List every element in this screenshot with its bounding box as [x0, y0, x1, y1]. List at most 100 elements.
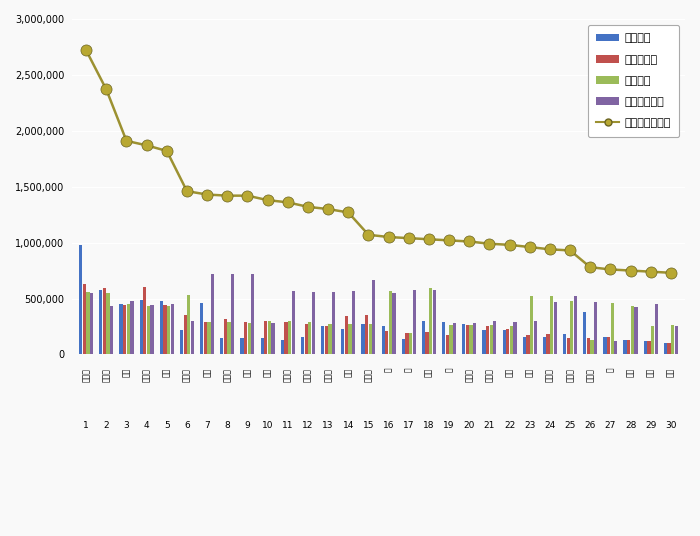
- Text: 박도근: 박도근: [465, 368, 474, 382]
- 브랜드평판지수: [364, 232, 372, 238]
- Bar: [90, 293, 93, 354]
- Text: 29: 29: [645, 421, 657, 430]
- Bar: [83, 284, 86, 354]
- Text: 수리: 수리: [505, 368, 514, 377]
- Bar: [624, 340, 626, 354]
- Bar: [429, 288, 433, 354]
- 브랜드평판지수: [405, 235, 413, 241]
- Text: 30: 30: [665, 421, 677, 430]
- Text: 수요: 수요: [243, 368, 252, 377]
- Text: 아: 아: [405, 368, 413, 373]
- Bar: [312, 292, 315, 354]
- 브랜드평판지수: [445, 237, 454, 243]
- Bar: [365, 315, 368, 354]
- Bar: [494, 321, 496, 354]
- Text: 소유: 소유: [122, 368, 131, 377]
- 브랜드평판지수: [82, 47, 90, 54]
- Bar: [627, 340, 631, 354]
- 브랜드평판지수: [546, 246, 554, 252]
- Bar: [86, 292, 90, 354]
- Bar: [590, 340, 594, 354]
- Text: 김재석: 김재석: [82, 368, 90, 382]
- Text: 이영지: 이영지: [142, 368, 151, 382]
- 브랜드평판지수: [344, 209, 353, 215]
- Text: 20: 20: [463, 421, 475, 430]
- Text: 지인: 지인: [626, 368, 635, 377]
- Bar: [284, 322, 288, 354]
- Text: 1: 1: [83, 421, 89, 430]
- Bar: [228, 322, 231, 354]
- Bar: [288, 321, 291, 354]
- Bar: [607, 337, 610, 354]
- Bar: [426, 332, 428, 354]
- Bar: [120, 304, 122, 354]
- Text: 박나래: 박나래: [545, 368, 554, 382]
- Bar: [240, 338, 244, 354]
- Bar: [510, 326, 513, 354]
- 브랜드평판지수: [566, 247, 574, 254]
- Text: 4: 4: [144, 421, 149, 430]
- Bar: [304, 324, 308, 354]
- Text: 구나이: 구나이: [303, 368, 312, 382]
- Text: 미르: 미르: [263, 368, 272, 377]
- Bar: [486, 326, 489, 354]
- Text: 23: 23: [524, 421, 536, 430]
- Bar: [127, 304, 130, 354]
- Bar: [244, 322, 247, 354]
- Bar: [675, 326, 678, 354]
- Text: 9: 9: [244, 421, 251, 430]
- Bar: [603, 337, 607, 354]
- Bar: [513, 322, 517, 354]
- Bar: [220, 338, 223, 354]
- Bar: [99, 289, 102, 354]
- Bar: [328, 324, 332, 354]
- Text: 5: 5: [164, 421, 169, 430]
- Text: 7: 7: [204, 421, 210, 430]
- Text: 태양: 태양: [344, 368, 353, 377]
- Bar: [389, 291, 392, 354]
- 브랜드평판지수: [142, 142, 150, 148]
- Bar: [385, 331, 389, 354]
- Bar: [453, 323, 456, 354]
- 브랜드평판지수: [223, 192, 232, 199]
- Bar: [526, 336, 529, 354]
- Bar: [644, 341, 647, 354]
- Text: 18: 18: [424, 421, 435, 430]
- Bar: [207, 322, 211, 354]
- 브랜드평판지수: [505, 242, 514, 248]
- Text: 이: 이: [444, 368, 454, 373]
- Bar: [139, 300, 143, 354]
- Bar: [204, 322, 207, 354]
- Bar: [442, 322, 445, 354]
- Bar: [409, 333, 412, 354]
- Bar: [523, 337, 526, 354]
- Bar: [251, 274, 255, 354]
- Bar: [473, 323, 476, 354]
- Bar: [163, 305, 167, 354]
- Bar: [664, 343, 667, 354]
- Bar: [648, 341, 650, 354]
- Bar: [372, 279, 375, 354]
- Text: 이나은: 이나은: [323, 368, 332, 382]
- Text: 이: 이: [606, 368, 615, 373]
- Bar: [550, 296, 553, 354]
- Bar: [470, 325, 473, 354]
- Bar: [610, 303, 614, 354]
- Bar: [566, 338, 570, 354]
- Bar: [106, 293, 110, 354]
- Bar: [352, 291, 356, 354]
- Text: 16: 16: [383, 421, 394, 430]
- Bar: [248, 323, 251, 354]
- Bar: [462, 324, 466, 354]
- Text: 27: 27: [605, 421, 616, 430]
- Bar: [594, 302, 597, 354]
- Text: 15: 15: [363, 421, 375, 430]
- Bar: [583, 312, 587, 354]
- 브랜드평판지수: [485, 241, 494, 247]
- 브랜드평판지수: [666, 270, 675, 276]
- Text: 21: 21: [484, 421, 495, 430]
- Text: 김도훈: 김도훈: [485, 368, 494, 382]
- Bar: [369, 324, 372, 354]
- 브랜드평판지수: [263, 197, 272, 203]
- Bar: [264, 321, 267, 354]
